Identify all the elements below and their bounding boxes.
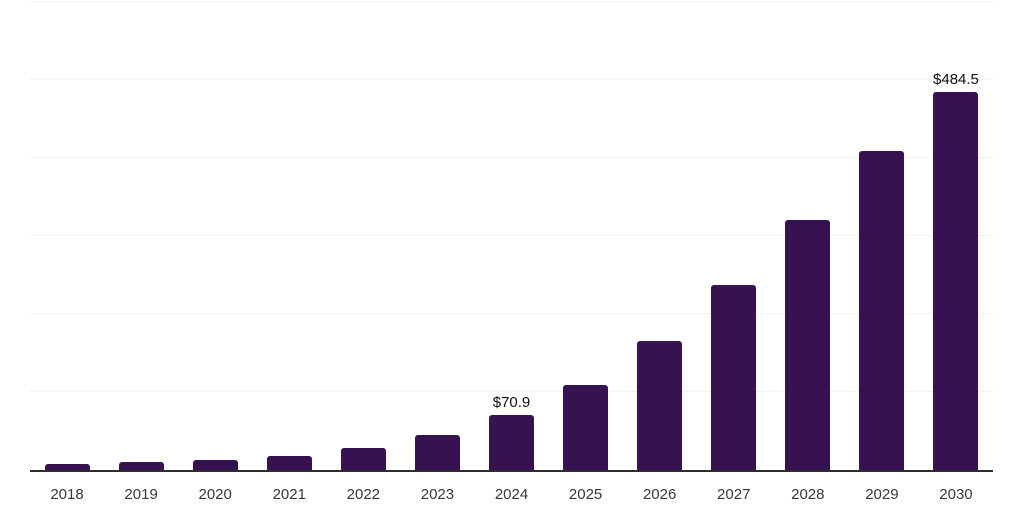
x-tick-2018: 2018 <box>50 486 84 503</box>
bar-2022 <box>340 448 386 470</box>
gridline-500 <box>30 79 993 80</box>
bar-slot-2025 <box>549 2 623 470</box>
bar-slot-2030: $484.5 <box>919 2 993 470</box>
bar-2019 <box>118 462 164 470</box>
x-tick-2030: 2030 <box>939 486 973 503</box>
bar-slot-2019 <box>104 2 178 470</box>
bars: $70.9 $484.5 <box>30 2 993 470</box>
bar-slot-2020 <box>178 2 252 470</box>
gridline-100 <box>30 391 993 392</box>
bar-2024: $70.9 <box>489 395 534 470</box>
bar-slot-2028 <box>771 2 845 470</box>
x-tick-2023: 2023 <box>420 486 455 503</box>
gridline-600 <box>30 1 993 2</box>
data-label-2024: $70.9 <box>492 393 531 411</box>
x-tick-2025: 2025 <box>568 486 603 503</box>
bar-2021 <box>266 455 312 470</box>
bar-2029 <box>859 150 905 470</box>
bar-slot-2022 <box>326 2 400 470</box>
plot-area: $70.9 $484.5 <box>30 1 993 472</box>
bar-slot-2027 <box>697 2 771 470</box>
bar-2025 <box>563 384 609 470</box>
bar-2026 <box>637 341 683 470</box>
x-tick-2029: 2029 <box>865 486 899 503</box>
gridline-300 <box>30 235 993 236</box>
bar-2018 <box>44 464 90 470</box>
x-tick-2027: 2027 <box>717 486 751 503</box>
bar-slot-2018 <box>30 2 104 470</box>
bar-2027 <box>711 285 757 470</box>
x-tick-2026: 2026 <box>642 486 677 503</box>
bar-2030: $484.5 <box>933 72 979 470</box>
x-tick-2019: 2019 <box>124 486 158 503</box>
x-axis-labels: 2018 2019 2020 2021 2022 2023 2024 2025 2026 2027… <box>30 486 993 503</box>
bar-slot-2023 <box>400 2 474 470</box>
bar-slot-2024: $70.9 <box>474 2 548 470</box>
x-axis-line <box>30 470 993 472</box>
gridline-200 <box>30 313 993 314</box>
bar-2028 <box>785 219 831 470</box>
bar-slot-2026 <box>623 2 697 470</box>
x-tick-2028: 2028 <box>791 486 825 503</box>
gridline-400 <box>30 157 993 158</box>
bar-2023 <box>414 435 460 470</box>
x-tick-2024: 2024 <box>494 486 529 503</box>
x-tick-2022: 2022 <box>346 486 381 503</box>
data-label-2030: $484.5 <box>933 71 979 89</box>
bar-slot-2029 <box>845 2 919 470</box>
bar-slot-2021 <box>252 2 326 470</box>
x-tick-2020: 2020 <box>198 486 232 503</box>
bar-2020 <box>192 459 238 470</box>
x-tick-2021: 2021 <box>272 486 306 503</box>
